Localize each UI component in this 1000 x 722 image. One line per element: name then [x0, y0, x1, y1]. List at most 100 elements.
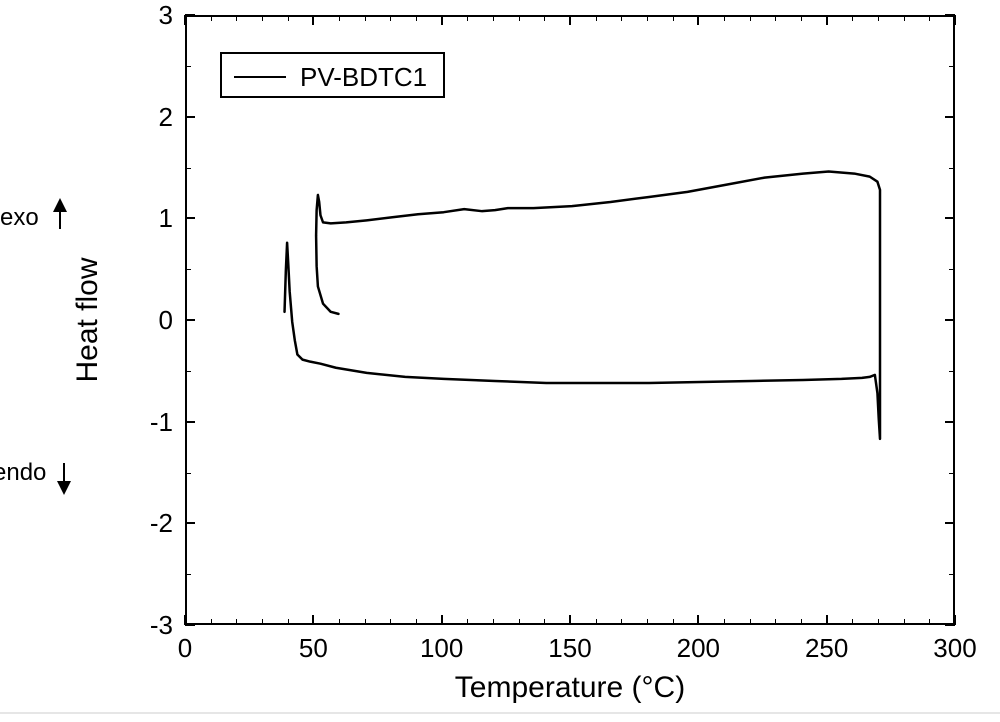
tick — [949, 168, 955, 169]
tick — [724, 15, 725, 21]
tick — [945, 217, 955, 219]
tick — [185, 624, 195, 626]
endo-label: endo — [0, 461, 46, 485]
tick — [441, 15, 443, 25]
series-PV-BDTC1 — [285, 172, 880, 439]
tick — [621, 619, 622, 625]
tick — [185, 116, 195, 118]
tick — [493, 619, 494, 625]
tick — [949, 574, 955, 575]
tick — [878, 619, 879, 625]
tick-label: -2 — [150, 510, 173, 536]
tick — [544, 619, 545, 625]
tick — [596, 619, 597, 625]
tick — [945, 14, 955, 16]
tick — [949, 473, 955, 474]
arrow-down-icon — [57, 481, 71, 495]
tick-label: 0 — [159, 307, 173, 333]
tick — [852, 619, 853, 625]
tick — [949, 66, 955, 67]
tick — [236, 15, 237, 21]
tick — [185, 371, 191, 372]
tick — [390, 619, 391, 625]
tick — [312, 15, 314, 25]
tick — [262, 15, 263, 21]
plot-svg — [187, 17, 957, 627]
tick — [493, 15, 494, 21]
tick-label: 100 — [420, 635, 463, 661]
dsc-figure: PV-BDTC1 Temperature (°C) Heat flow exo … — [0, 0, 1000, 722]
tick — [262, 619, 263, 625]
tick — [775, 619, 776, 625]
legend-line — [234, 76, 286, 78]
tick — [945, 319, 955, 321]
tick — [441, 615, 443, 625]
tick — [185, 574, 191, 575]
legend-box: PV-BDTC1 — [220, 52, 445, 98]
exo-label: exo — [0, 206, 39, 230]
tick — [185, 269, 191, 270]
tick — [954, 15, 956, 25]
y-axis-label: Heat flow — [73, 257, 103, 382]
plot-area: PV-BDTC1 — [185, 15, 955, 625]
tick — [801, 619, 802, 625]
tick — [852, 15, 853, 21]
tick — [185, 14, 195, 16]
tick — [569, 615, 571, 625]
tick — [801, 15, 802, 21]
arrow-down-stem — [63, 463, 65, 481]
tick-label: 2 — [159, 104, 173, 130]
tick — [467, 15, 468, 21]
tick — [312, 615, 314, 625]
tick — [750, 15, 751, 21]
tick-label: -1 — [150, 409, 173, 435]
tick — [750, 619, 751, 625]
tick — [339, 619, 340, 625]
tick — [416, 15, 417, 21]
tick-label: 0 — [178, 635, 192, 661]
tick — [949, 269, 955, 270]
tick — [724, 619, 725, 625]
legend-label: PV-BDTC1 — [300, 64, 427, 90]
tick — [945, 116, 955, 118]
tick — [185, 66, 191, 67]
tick — [945, 421, 955, 423]
tick — [365, 15, 366, 21]
tick-label: 50 — [299, 635, 328, 661]
tick — [544, 15, 545, 21]
bottom-rule — [0, 712, 1000, 714]
tick — [184, 15, 186, 25]
tick-label: 250 — [805, 635, 848, 661]
tick — [390, 15, 391, 21]
tick — [697, 615, 699, 625]
tick — [945, 624, 955, 626]
tick — [467, 619, 468, 625]
tick — [647, 15, 648, 21]
arrow-up-icon — [53, 198, 67, 212]
tick — [416, 619, 417, 625]
tick — [647, 619, 648, 625]
tick — [185, 319, 195, 321]
x-axis-label: Temperature (°C) — [455, 673, 685, 703]
tick — [519, 619, 520, 625]
tick — [185, 421, 195, 423]
tick — [365, 619, 366, 625]
tick-label: 1 — [159, 205, 173, 231]
tick — [185, 522, 195, 524]
tick — [185, 473, 191, 474]
tick — [673, 619, 674, 625]
tick-label: 200 — [677, 635, 720, 661]
tick — [949, 371, 955, 372]
tick — [288, 15, 289, 21]
tick-label: 300 — [933, 635, 976, 661]
tick-label: 3 — [159, 2, 173, 28]
tick — [185, 217, 195, 219]
tick — [185, 168, 191, 169]
tick — [673, 15, 674, 21]
arrow-up-stem — [59, 211, 61, 229]
tick — [236, 619, 237, 625]
tick — [621, 15, 622, 21]
tick — [929, 15, 930, 21]
tick — [929, 619, 930, 625]
tick — [904, 619, 905, 625]
